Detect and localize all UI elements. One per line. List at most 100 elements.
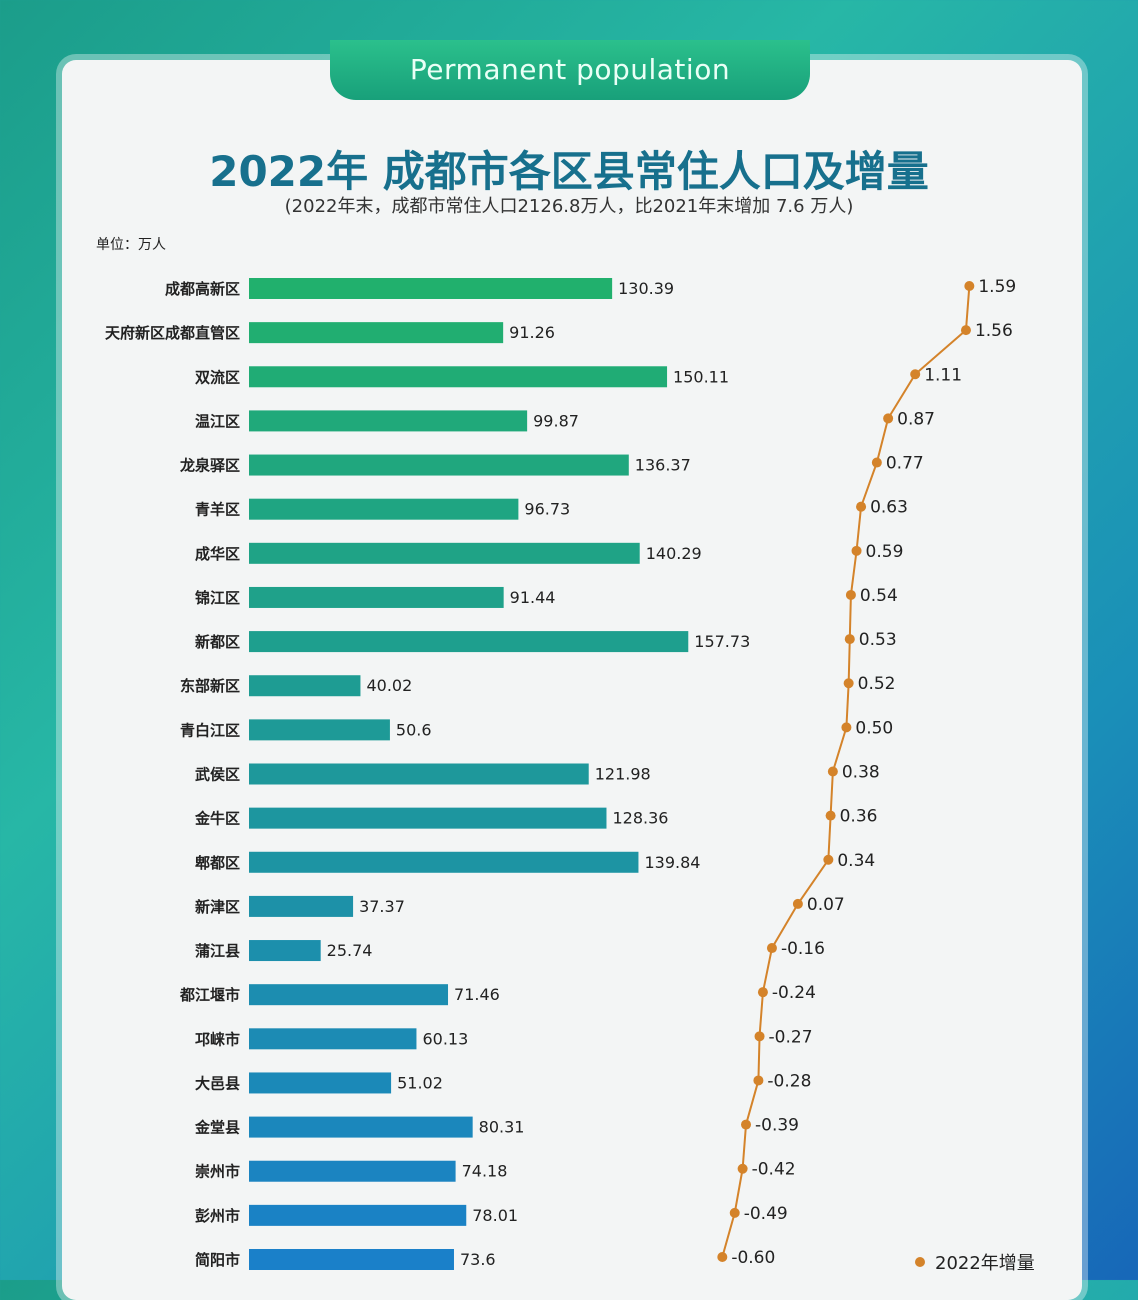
category-label: 成华区 <box>195 545 240 563</box>
increase-value-label: 0.53 <box>859 630 897 650</box>
category-label: 都江堰市 <box>179 986 240 1004</box>
increase-point <box>737 1163 748 1174</box>
increase-value-label: 0.77 <box>886 454 924 474</box>
category-label: 大邑县 <box>195 1074 240 1092</box>
population-value-label: 71.46 <box>454 985 500 1004</box>
category-label: 双流区 <box>195 368 240 386</box>
increase-value-label: -0.28 <box>767 1071 811 1091</box>
population-bar <box>249 763 589 785</box>
chart-title: 2022年 成都市各区县常住人口及增量 <box>209 147 929 196</box>
increase-point <box>844 634 855 645</box>
population-bar <box>249 1028 417 1050</box>
category-label: 龙泉驿区 <box>179 457 240 475</box>
population-bar <box>249 719 390 741</box>
increase-value-label: -0.39 <box>755 1116 799 1136</box>
category-label: 青羊区 <box>195 501 240 519</box>
increase-value-label: -0.24 <box>772 983 816 1003</box>
population-value-label: 73.6 <box>460 1250 496 1269</box>
population-value-label: 80.31 <box>479 1118 525 1137</box>
population-value-label: 96.73 <box>524 500 570 519</box>
increase-value-label: 0.87 <box>897 409 935 429</box>
category-label: 天府新区成都直管区 <box>105 324 240 342</box>
population-value-label: 51.02 <box>397 1073 443 1092</box>
increase-value-label: -0.42 <box>752 1160 796 1180</box>
category-label: 温江区 <box>195 412 240 430</box>
increase-point <box>753 1075 764 1086</box>
legend-label: 2022年增量 <box>935 1253 1035 1274</box>
increase-value-label: 0.07 <box>807 895 845 915</box>
category-label: 武侯区 <box>195 766 240 784</box>
increase-point <box>757 987 768 998</box>
population-value-label: 99.87 <box>533 411 579 430</box>
population-value-label: 91.26 <box>509 323 555 342</box>
category-label: 东部新区 <box>180 677 240 695</box>
increase-value-label: -0.27 <box>769 1027 813 1047</box>
category-label: 青白江区 <box>180 721 240 739</box>
population-value-label: 74.18 <box>462 1162 508 1181</box>
population-bar <box>249 675 361 697</box>
increase-point <box>792 898 803 909</box>
chart-subtitle: (2022年末，成都市常住人口2126.8万人，比2021年末增加 7.6 万人… <box>284 196 854 217</box>
population-bar <box>249 454 629 476</box>
increase-value-label: 0.63 <box>870 498 908 518</box>
population-value-label: 78.01 <box>472 1206 518 1225</box>
increase-point <box>729 1207 740 1218</box>
population-bar <box>249 1160 456 1182</box>
legend-dot-icon <box>915 1257 925 1267</box>
category-label: 彭州市 <box>195 1207 240 1225</box>
increase-point <box>823 854 834 865</box>
increase-point <box>717 1252 728 1262</box>
increase-value-label: 0.59 <box>866 542 904 562</box>
population-value-label: 40.02 <box>366 676 412 695</box>
increase-value-label: -0.16 <box>781 939 825 959</box>
population-value-label: 50.6 <box>396 720 432 739</box>
population-value-label: 37.37 <box>359 897 405 916</box>
population-value-label: 157.73 <box>694 632 750 651</box>
increase-point <box>766 943 777 954</box>
unit-label: 单位：万人 <box>96 237 166 253</box>
category-label: 金堂县 <box>194 1119 240 1137</box>
population-value-label: 150.11 <box>673 367 729 386</box>
population-bar <box>249 498 519 520</box>
category-label: 崇州市 <box>195 1163 240 1181</box>
increase-value-label: 1.11 <box>924 365 962 385</box>
population-bar <box>249 278 613 299</box>
increase-point <box>741 1119 752 1130</box>
category-label: 锦江区 <box>195 589 240 607</box>
population-bar <box>249 895 354 917</box>
increase-value-label: -0.49 <box>744 1204 788 1224</box>
category-label: 邛崃市 <box>195 1030 240 1048</box>
increase-value-label: 1.56 <box>975 321 1013 341</box>
increase-point <box>754 1031 765 1042</box>
category-label: 郫都区 <box>195 854 240 872</box>
increase-point <box>845 589 856 600</box>
population-bar <box>249 1116 473 1138</box>
population-bar <box>249 586 504 608</box>
increase-point <box>960 325 971 336</box>
population-value-label: 130.39 <box>618 279 674 298</box>
population-bar <box>249 410 528 432</box>
increase-value-label: 0.38 <box>842 763 880 783</box>
increase-value-label: 0.36 <box>840 807 878 827</box>
increase-point <box>883 413 894 424</box>
population-bar <box>249 631 689 653</box>
population-value-label: 25.74 <box>327 941 373 960</box>
increase-point <box>843 678 854 689</box>
population-bar <box>249 366 668 388</box>
increase-point <box>964 281 975 291</box>
population-value-label: 140.29 <box>646 544 702 563</box>
category-label: 成都高新区 <box>165 280 240 298</box>
population-bar <box>249 807 607 829</box>
category-label: 简阳市 <box>195 1251 240 1269</box>
chart-card <box>62 60 1082 1300</box>
population-bar <box>249 851 639 873</box>
category-label: 蒲江县 <box>195 942 240 960</box>
population-value-label: 136.37 <box>635 456 691 475</box>
increase-value-label: 0.34 <box>837 851 875 871</box>
population-value-label: 121.98 <box>595 765 651 784</box>
increase-value-label: -0.60 <box>731 1248 775 1268</box>
increase-value-label: 0.54 <box>860 586 898 606</box>
legend: 2022年增量 <box>915 1249 1035 1275</box>
increase-value-label: 0.52 <box>858 674 896 694</box>
increase-point <box>827 766 838 777</box>
